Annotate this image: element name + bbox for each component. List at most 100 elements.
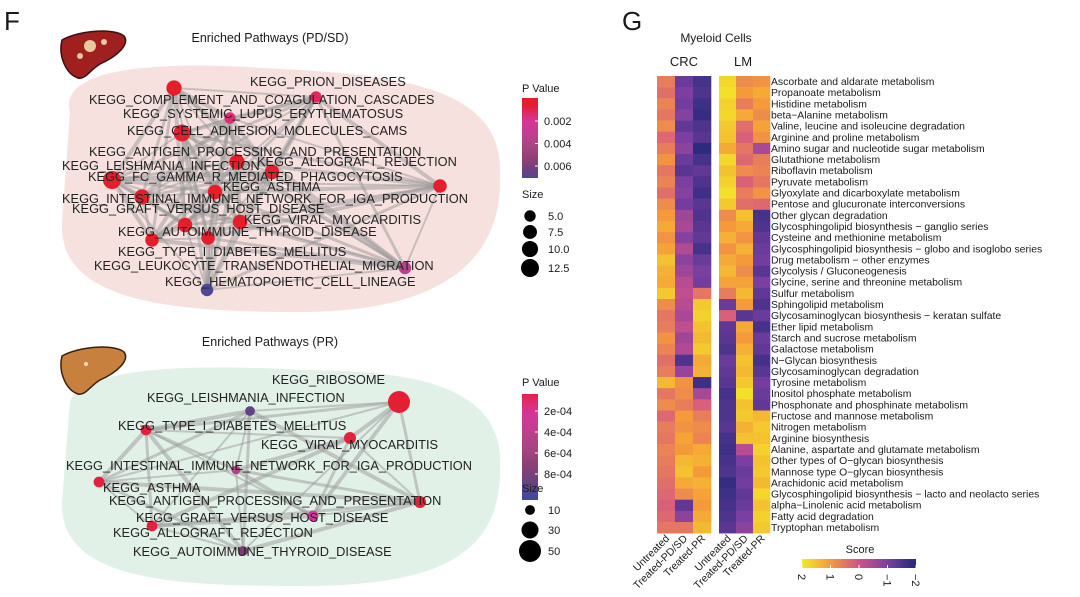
- heatmap-cell: [753, 120, 771, 133]
- heatmap-cell: [675, 410, 694, 422]
- heatmap-cell: [736, 522, 754, 534]
- edge: [111, 170, 273, 182]
- node-label: KEGG_ALLOGRAFT_REJECTION: [113, 525, 313, 540]
- heatmap-cell: [736, 243, 754, 255]
- heatmap-cell: [719, 421, 737, 434]
- heatmap-cell: [736, 388, 754, 400]
- row-label: Glyoxylate and dicarboxylate metabolism: [771, 189, 960, 200]
- heatmap-cell: [693, 477, 712, 489]
- heatmap-cell: [736, 499, 754, 512]
- heatmap-title: Myeloid Cells: [680, 31, 751, 45]
- heatmap-cell: [693, 343, 712, 356]
- heatmap-cell: [657, 198, 676, 211]
- row-label: Sphingolipid metabolism: [771, 300, 884, 311]
- heatmap-cell: [675, 310, 694, 322]
- node-label: KEGG_HEMATOPOIETIC_CELL_LINEAGE: [165, 274, 416, 289]
- heatmap-cell: [675, 377, 694, 389]
- node: [140, 424, 152, 436]
- row-label: Propanoate metabolism: [771, 88, 881, 99]
- heatmap-cell: [657, 343, 676, 356]
- row-label: Histidine metabolism: [771, 99, 867, 110]
- node: [201, 231, 215, 245]
- heatmap-cell: [657, 365, 676, 378]
- size-key-label: 10.0: [548, 244, 569, 256]
- heatmap-cell: [719, 142, 737, 155]
- node-label: KEGG_INTESTINAL_IMMUNE_NETWORK_FOR_IGA_P…: [62, 191, 468, 206]
- heatmap-cell: [657, 321, 676, 333]
- heatmap-cell: [693, 254, 712, 266]
- node: [93, 476, 105, 488]
- row-label: Glycine, serine and threonine metabolism: [771, 278, 962, 289]
- network-title: Enriched Pathways (PD/SD): [191, 31, 348, 45]
- node-label: KEGG_AUTOIMMUNE_THYROID_DISEASE: [118, 224, 377, 239]
- legend-tick-label: −2: [909, 574, 921, 587]
- heatmap-cell: [675, 466, 694, 478]
- heatmap-cell: [736, 120, 754, 133]
- edge: [151, 410, 251, 527]
- heatmap-cell: [693, 522, 712, 534]
- node-label: KEGG_INTESTINAL_IMMUNE_NETWORK_FOR_IGA_P…: [66, 458, 472, 473]
- heatmap-cell: [693, 154, 712, 166]
- heatmap-cell: [675, 287, 694, 300]
- edge: [206, 184, 441, 292]
- network-title: Enriched Pathways (PR): [202, 335, 338, 349]
- heatmap-cell: [736, 287, 754, 300]
- heatmap-cell: [719, 399, 737, 411]
- legend-tick-label: 2e-04: [544, 406, 572, 418]
- heatmap-cell: [657, 131, 676, 144]
- legend-tick-label: 0: [852, 574, 864, 580]
- heatmap-cell: [657, 120, 676, 133]
- heatmap-cell: [693, 265, 712, 277]
- edge: [205, 221, 242, 291]
- edge: [183, 95, 318, 227]
- heatmap-cell: [693, 365, 712, 378]
- row-label: Other glycan degradation: [771, 211, 888, 222]
- node-label: KEGG_ASTHMA: [223, 179, 321, 194]
- row-label: Arginine and proline metabolism: [771, 133, 919, 144]
- node-label: KEGG_RIBOSOME: [272, 372, 385, 387]
- edge: [180, 132, 242, 223]
- edge: [311, 437, 352, 517]
- heatmap-cell: [675, 198, 694, 211]
- color-bar: [802, 559, 916, 568]
- color-bar: [522, 394, 538, 500]
- heatmap-cell: [693, 87, 712, 99]
- edge: [404, 185, 441, 269]
- heatmap-cell: [719, 76, 737, 88]
- row-label: Drug metabolism − other enzymes: [771, 255, 930, 266]
- size-key: [523, 225, 537, 239]
- node-label: KEGG_LEUKOCYTE_TRANSENDOTHELIAL_MIGRATIO…: [94, 258, 434, 273]
- edge: [141, 191, 216, 198]
- edge: [141, 170, 273, 199]
- node-label: KEGG_AUTOIMMUNE_THYROID_DISEASE: [133, 544, 392, 559]
- edge: [242, 401, 400, 552]
- node-label: KEGG_VIRAL_MYOCARDITIS: [261, 437, 438, 452]
- size-key: [525, 505, 535, 515]
- heatmap-cell: [693, 142, 712, 155]
- heatmap-cell: [657, 466, 676, 478]
- size-key-label: 5.0: [548, 211, 563, 223]
- row-label: Fatty acid degradation: [771, 512, 874, 523]
- legend-title: Score: [846, 544, 875, 556]
- legend-tick-label: −1: [881, 574, 893, 587]
- node: [173, 124, 191, 142]
- heatmap-cell: [675, 87, 694, 99]
- heatmap-cell: [719, 443, 737, 456]
- heatmap-cell: [675, 499, 694, 512]
- heatmap-cell: [675, 399, 694, 411]
- heatmap-cell: [719, 154, 737, 166]
- heatmap-cell: [719, 354, 737, 367]
- heatmap-cell: [693, 466, 712, 478]
- row-label: Amino sugar and nucleotide sugar metabol…: [771, 144, 985, 155]
- heatmap-cell: [675, 299, 694, 311]
- heatmap-cell: [675, 432, 694, 445]
- edge: [151, 514, 314, 528]
- row-label: Mannose type O−glycan biosynthesis: [771, 467, 943, 478]
- heatmap-cell: [753, 176, 771, 188]
- edge: [314, 95, 442, 188]
- edge: [151, 525, 244, 552]
- heatmap-cell: [693, 410, 712, 422]
- row-label: Arginine biosynthesis: [771, 434, 869, 445]
- edge: [235, 468, 421, 504]
